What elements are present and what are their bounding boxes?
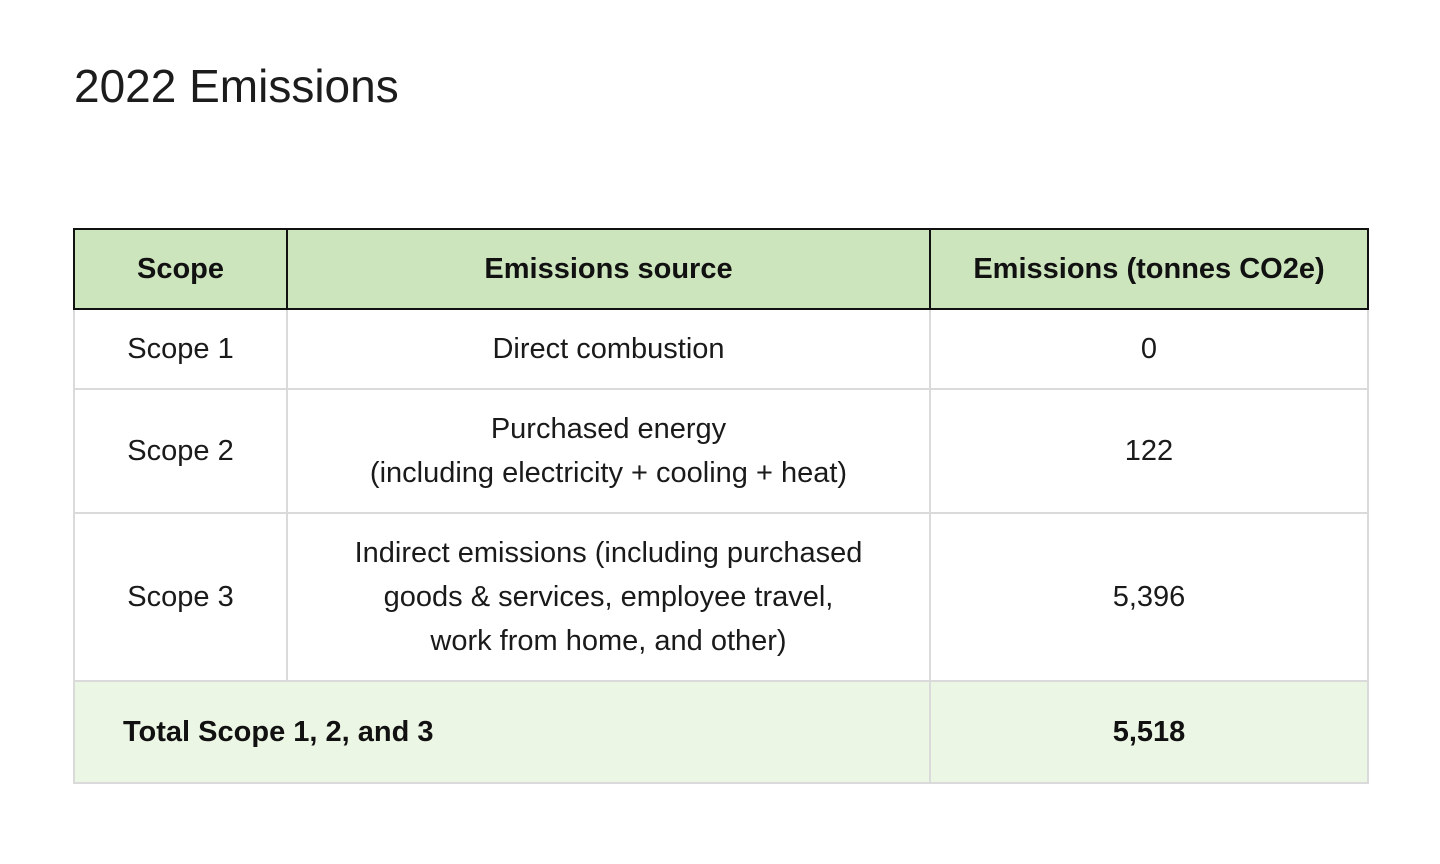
emissions-cell: 122 <box>929 388 1369 514</box>
source-cell: Indirect emissions (including purchased … <box>286 512 931 682</box>
table-row: Scope 3 Indirect emissions (including pu… <box>73 512 1369 682</box>
table-row: Scope 2 Purchased energy (including elec… <box>73 388 1369 514</box>
source-line: (including electricity + cooling + heat) <box>369 457 848 489</box>
table-header-row: Scope Emissions source Emissions (tonnes… <box>73 228 1369 310</box>
source-line: Purchased energy <box>490 413 727 445</box>
source-cell: Purchased energy (including electricity … <box>286 388 931 514</box>
total-label: Total Scope 1, 2, and 3 <box>73 680 931 784</box>
source-line: goods & services, employee travel, <box>383 581 834 613</box>
scope-cell: Scope 1 <box>73 308 288 390</box>
page-title: 2022 Emissions <box>74 60 399 112</box>
scope-cell: Scope 2 <box>73 388 288 514</box>
emissions-cell: 0 <box>929 308 1369 390</box>
scope-cell: Scope 3 <box>73 512 288 682</box>
emissions-cell: 5,396 <box>929 512 1369 682</box>
source-line: Direct combustion <box>492 333 725 365</box>
source-cell: Direct combustion <box>286 308 931 390</box>
source-line: work from home, and other) <box>430 625 787 657</box>
emissions-table: Scope Emissions source Emissions (tonnes… <box>73 228 1369 784</box>
total-row: Total Scope 1, 2, and 3 5,518 <box>73 680 1369 784</box>
total-emissions: 5,518 <box>929 680 1369 784</box>
table-row: Scope 1 Direct combustion 0 <box>73 308 1369 390</box>
header-scope: Scope <box>73 228 288 310</box>
source-line: Indirect emissions (including purchased <box>354 537 863 569</box>
header-emissions-source: Emissions source <box>286 228 931 310</box>
header-emissions-tonnes: Emissions (tonnes CO2e) <box>929 228 1369 310</box>
